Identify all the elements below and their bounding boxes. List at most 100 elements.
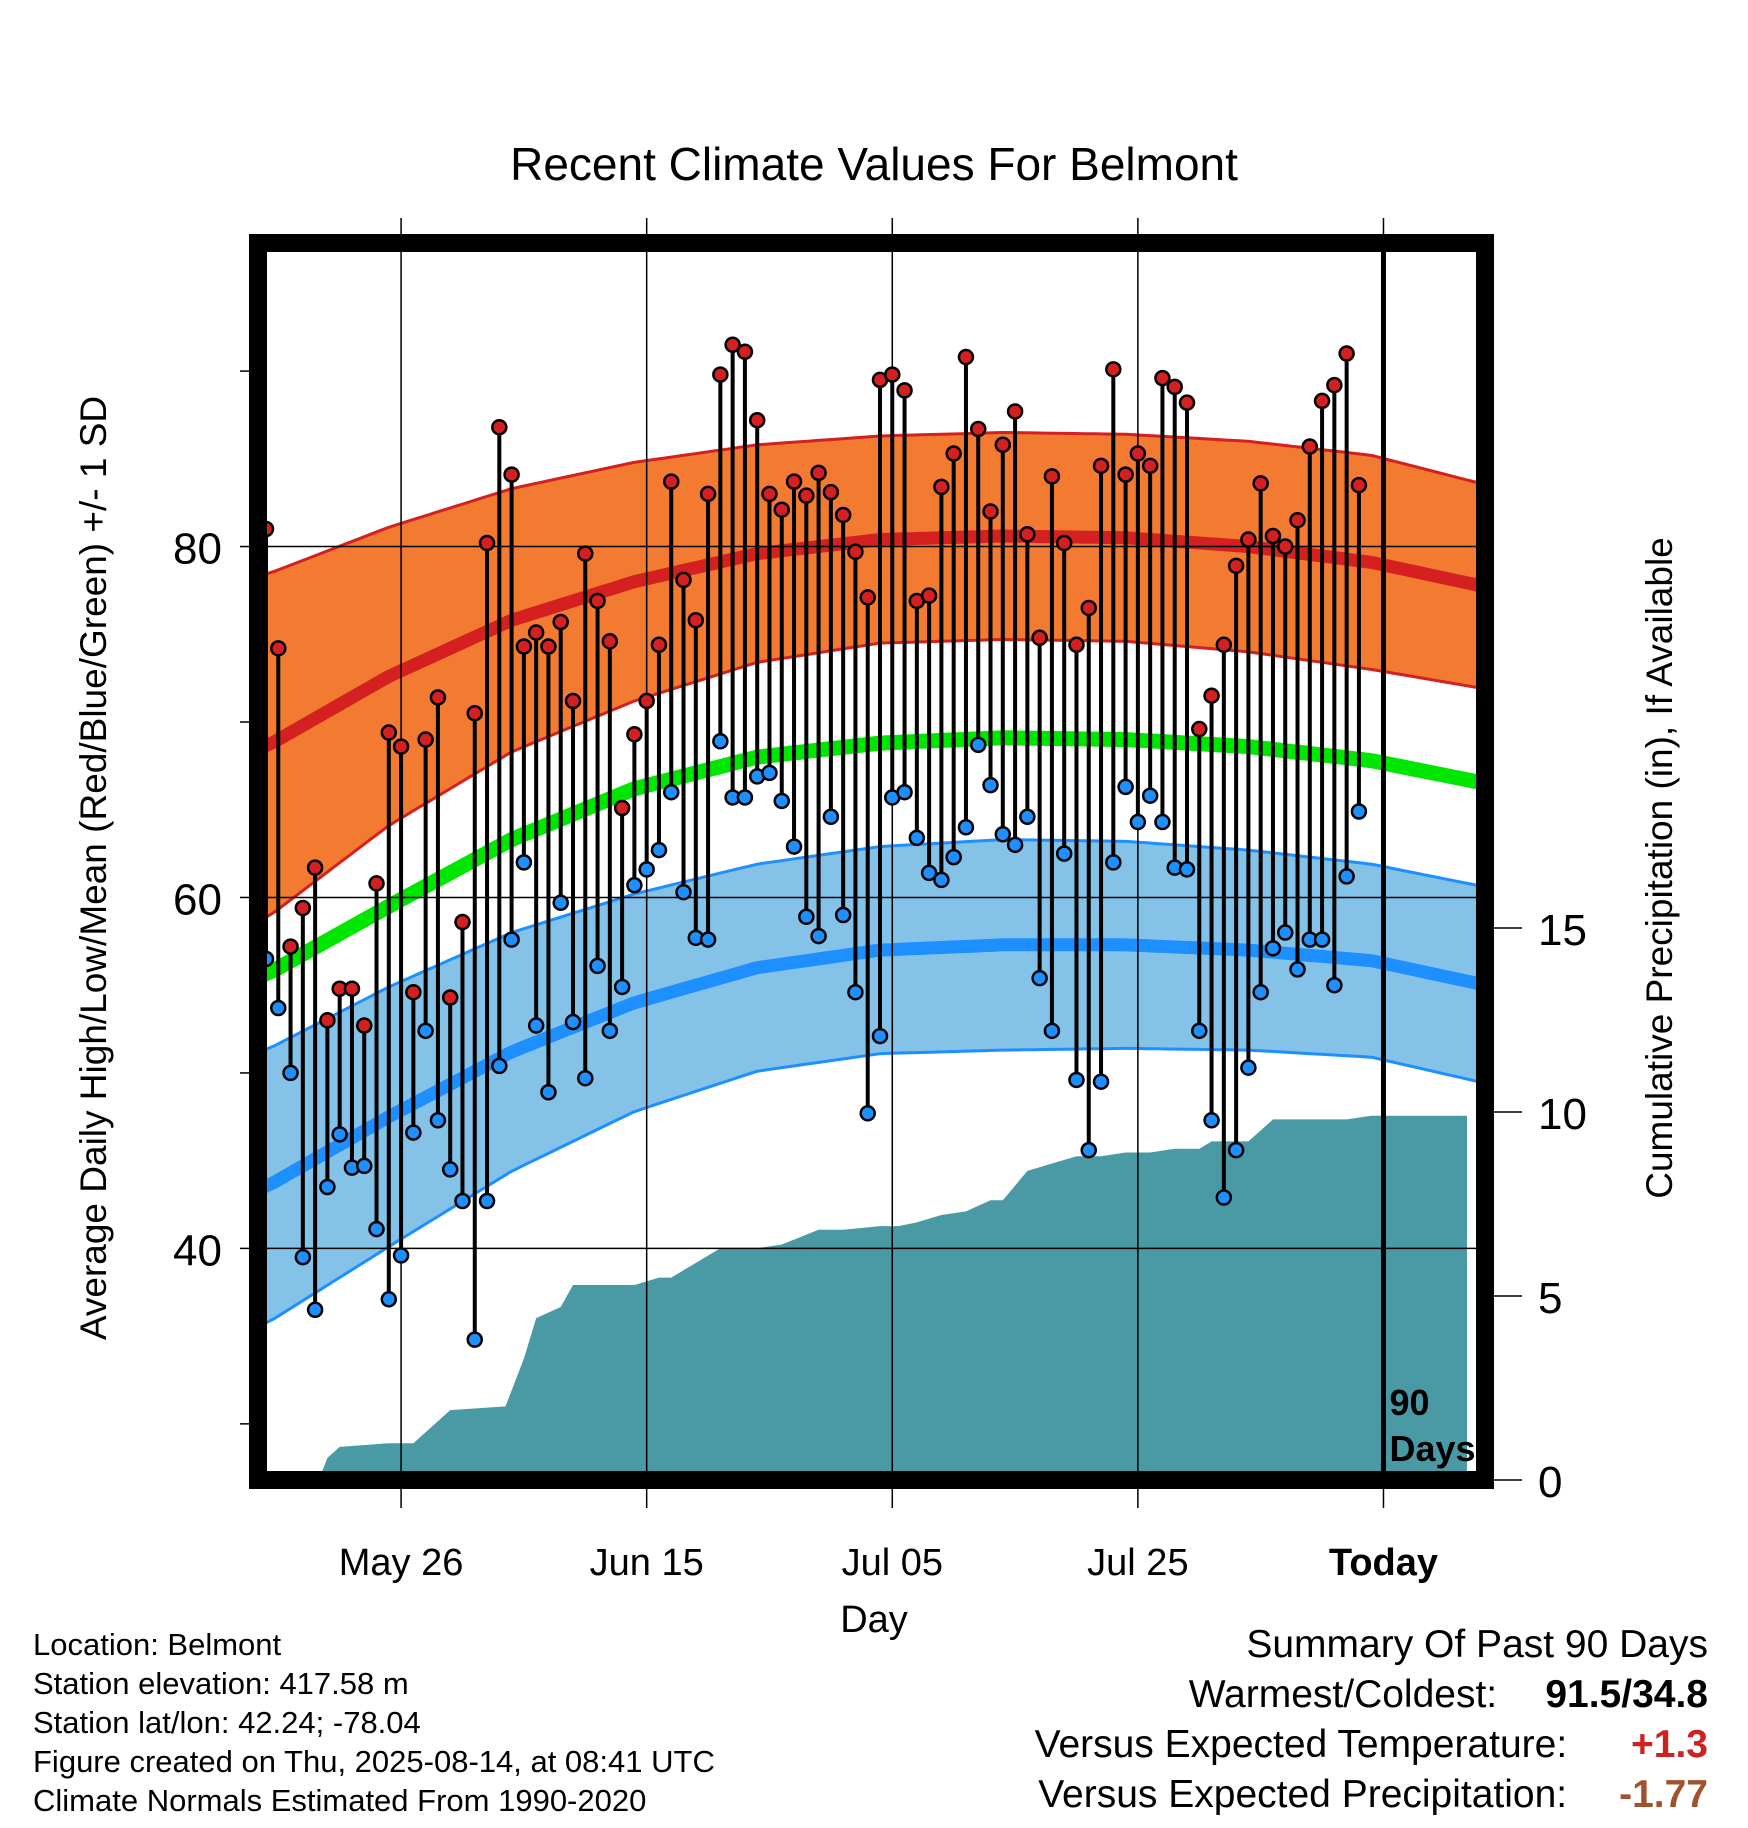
low-point xyxy=(785,838,803,855)
precip-anomaly-label: Versus Expected Precipitation: xyxy=(1038,1773,1568,1816)
y-tick-label: 80 xyxy=(173,525,222,574)
low-point xyxy=(626,876,643,894)
low-point xyxy=(1178,861,1196,878)
x-axis-label: Day xyxy=(840,1599,908,1641)
high-point xyxy=(1191,720,1208,738)
high-point xyxy=(1055,534,1073,552)
high-point xyxy=(282,938,299,955)
low-point xyxy=(1019,808,1036,826)
low-point xyxy=(306,1301,324,1319)
low-point xyxy=(589,957,606,975)
high-point xyxy=(1092,457,1110,475)
high-point xyxy=(1043,468,1061,485)
low-point xyxy=(1043,1022,1061,1040)
high-point xyxy=(1154,369,1171,387)
high-point xyxy=(1301,438,1319,455)
low-point xyxy=(577,1069,594,1087)
warmest-value: 91.5/34.8 xyxy=(1545,1673,1708,1716)
figure-created: Figure created on Thu, 2025-08-14, at 08… xyxy=(33,1744,715,1779)
high-point xyxy=(577,545,594,562)
low-point xyxy=(908,829,926,847)
low-point xyxy=(1276,924,1294,941)
low-point xyxy=(564,1013,582,1031)
low-point xyxy=(736,789,754,806)
low-point xyxy=(1068,1071,1085,1089)
low-point xyxy=(270,999,287,1017)
high-point xyxy=(736,343,754,361)
low-point xyxy=(429,1112,447,1129)
high-point xyxy=(687,611,705,629)
high-point xyxy=(712,366,729,383)
temp-anomaly-value: +1.3 xyxy=(1631,1723,1708,1766)
low-point xyxy=(1191,1022,1208,1040)
low-point xyxy=(417,1022,434,1040)
summary-precip-row: Versus Expected Precipitation: -1.77 xyxy=(1035,1770,1708,1820)
high-point xyxy=(319,1012,336,1029)
low-point xyxy=(1006,836,1024,854)
high-point xyxy=(859,589,876,606)
low-point xyxy=(1326,976,1343,994)
high-point xyxy=(491,418,508,436)
high-point xyxy=(761,485,778,503)
low-point xyxy=(392,1247,410,1264)
low-point xyxy=(1264,940,1282,957)
high-point xyxy=(638,692,655,710)
y-tick-label: 40 xyxy=(173,1226,222,1275)
low-point xyxy=(613,978,631,996)
warmest-label: Warmest/Coldest: xyxy=(1188,1673,1498,1716)
low-point xyxy=(1105,854,1122,871)
low-point xyxy=(1117,778,1134,796)
high-point xyxy=(834,506,852,524)
low-point xyxy=(1350,803,1368,820)
high-point xyxy=(1006,403,1024,420)
high-point xyxy=(933,478,950,496)
high-point xyxy=(478,534,496,552)
high-point xyxy=(1240,531,1257,548)
low-point xyxy=(478,1192,496,1210)
low-sd-band xyxy=(258,839,1485,1324)
low-point xyxy=(662,783,680,801)
low-point xyxy=(491,1057,508,1075)
high-point xyxy=(1141,457,1159,475)
low-point xyxy=(871,1027,889,1045)
low-point xyxy=(675,883,692,901)
summary-panel: Summary Of Past 90 Days Warmest/Coldest:… xyxy=(1035,1620,1708,1820)
low-point xyxy=(1215,1189,1233,1206)
high-point xyxy=(920,587,938,604)
low-point xyxy=(1154,813,1171,831)
high-point xyxy=(847,543,864,561)
high-point xyxy=(380,724,398,741)
station-location: Location: Belmont xyxy=(33,1627,282,1662)
low-point xyxy=(527,1017,545,1034)
low-point xyxy=(896,783,913,801)
daily-observations: 90 Days xyxy=(257,243,1476,1480)
low-point xyxy=(319,1178,336,1196)
x-tick-label: Jun 15 xyxy=(590,1542,704,1584)
y2-tick-label: 10 xyxy=(1538,1090,1587,1139)
high-point xyxy=(515,638,533,655)
high-point xyxy=(405,983,422,1001)
x-tick-label: Jul 05 xyxy=(842,1542,943,1584)
high-point xyxy=(466,704,484,722)
y-tick-label: 60 xyxy=(173,875,222,924)
high-sd-band xyxy=(258,432,1485,919)
high-point xyxy=(270,640,287,657)
low-point xyxy=(957,819,975,836)
y2-tick-label: 15 xyxy=(1538,906,1587,955)
low-point xyxy=(798,908,815,926)
high-point xyxy=(1129,445,1147,462)
high-point xyxy=(982,503,999,520)
high-point xyxy=(822,483,840,501)
low-point xyxy=(945,848,962,866)
low-point xyxy=(503,931,520,948)
high-point xyxy=(945,445,962,462)
station-latlon: Station lat/lon: 42.24; -78.04 xyxy=(33,1705,421,1740)
low-point xyxy=(859,1105,876,1122)
low-point xyxy=(834,906,852,924)
low-point xyxy=(405,1124,422,1141)
low-point xyxy=(1240,1059,1257,1076)
high-point xyxy=(884,366,901,383)
summary-title: Summary Of Past 90 Days xyxy=(1246,1623,1708,1666)
cumulative-precip-area xyxy=(266,1115,1467,1480)
